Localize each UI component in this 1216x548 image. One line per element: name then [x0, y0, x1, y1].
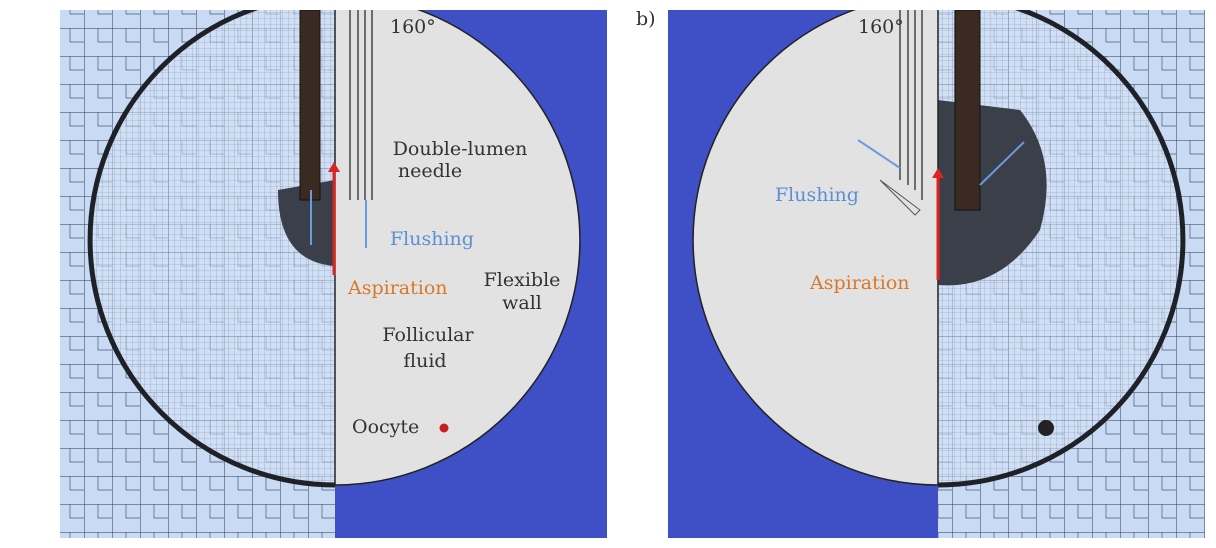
flushing-label: Flushing [390, 228, 474, 250]
needle-label: needle [398, 160, 462, 182]
needle-mesh [300, 10, 320, 200]
needle-label: Double-lumen [393, 138, 528, 160]
gutter [607, 10, 668, 538]
fluid-label: Follicular [382, 324, 474, 346]
panel-label: a) [28, 8, 47, 30]
oocyte [440, 424, 449, 433]
angle-label: 160° [390, 16, 436, 38]
figure: a) 160° Double-lumen needle Flushing Asp… [0, 0, 1216, 548]
aspiration-label: Aspiration [347, 277, 448, 299]
panel-a: a) 160° Double-lumen needle Flushing Asp… [28, 0, 607, 538]
angle-label: 160° [858, 16, 904, 38]
needle-mesh [955, 10, 980, 210]
oocyte [1038, 420, 1054, 436]
aspiration-label: Aspiration [809, 272, 910, 294]
flushing-label: Flushing [775, 184, 859, 206]
wall-label: wall [502, 292, 542, 314]
wall-label: Flexible [484, 269, 561, 291]
oocyte-label: Oocyte [352, 416, 419, 438]
panel-b: 160° Flushing Aspiration [668, 0, 1205, 538]
page: {"panels": [ {"label": "a)", "angle": "1… [0, 0, 1216, 548]
panel-label: b) [636, 8, 656, 30]
fluid-label: fluid [403, 350, 446, 372]
